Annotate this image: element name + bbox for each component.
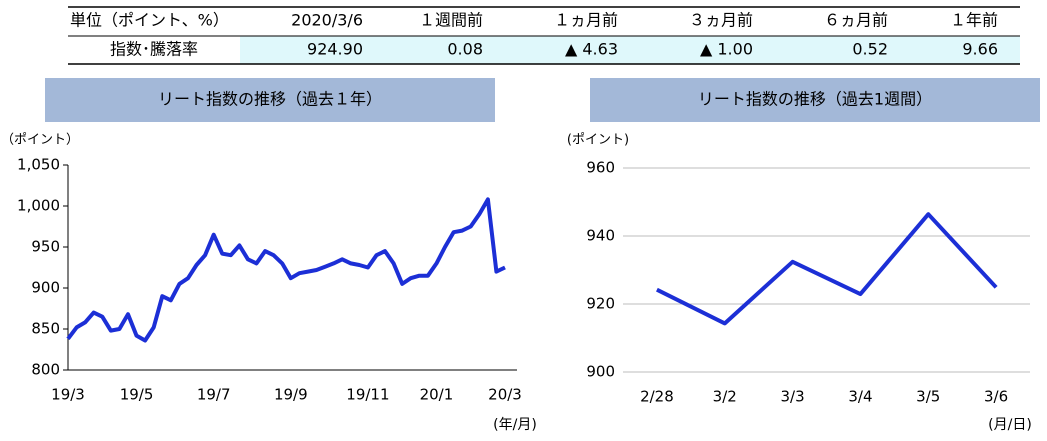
table-cell: ▲ 1.00 — [700, 40, 753, 59]
summary-table: 単位（ポイント、%） 2020/3/6 １週間前 １ヵ月前 ３ヵ月前 ６ヵ月前 １年前指数･… — [68, 6, 1020, 65]
x-tick-label: 2/28 — [640, 388, 674, 406]
table-cell: １週間前 — [419, 11, 483, 30]
x-tick-label: 3/2 — [713, 388, 737, 406]
table-cell: 924.90 — [307, 40, 363, 59]
x-tick-label: 19/5 — [120, 386, 154, 404]
table-cell: １ヵ月前 — [554, 11, 618, 30]
x-axis-label: (年/月) — [493, 417, 537, 433]
chart-title-box — [45, 78, 495, 122]
x-axis-label: (月/日) — [988, 417, 1032, 433]
y-tick-label: 800 — [31, 361, 60, 379]
y-tick-label: 950 — [31, 238, 60, 256]
table-cell: ３ヵ月前 — [689, 11, 753, 30]
x-tick-label: 3/3 — [781, 388, 805, 406]
chart-title: リート指数の推移（過去1週間） — [698, 90, 932, 109]
table-cell: 2020/3/6 — [291, 11, 363, 30]
x-tick-label: 3/5 — [916, 388, 940, 406]
table-cell: 0.52 — [852, 40, 888, 59]
y-tick-label: 850 — [31, 320, 60, 338]
row-highlight — [240, 36, 1020, 64]
y-tick-label: 920 — [586, 295, 615, 313]
line-series — [66, 197, 506, 343]
table-cell: ▲ 4.63 — [565, 40, 618, 59]
y-tick-label: 940 — [586, 227, 615, 245]
y-tick-label: 1,000 — [17, 197, 60, 215]
y-tick-label: 960 — [586, 159, 615, 177]
x-tick-label: 19/7 — [197, 386, 231, 404]
table-cell: 9.66 — [962, 40, 998, 59]
y-axis-label: （ポイント） — [1, 133, 79, 148]
x-tick-label: 3/6 — [984, 388, 1008, 406]
x-tick-label: 19/3 — [51, 386, 85, 404]
y-tick-label: 900 — [31, 279, 60, 297]
y-tick-label: 900 — [586, 363, 615, 381]
table-row-header: 指数･騰落率 — [110, 40, 198, 59]
x-tick-label: 20/1 — [420, 386, 454, 404]
x-tick-label: 19/9 — [274, 386, 308, 404]
x-tick-label: 19/11 — [346, 386, 389, 404]
table-cell: １年前 — [950, 11, 998, 30]
x-tick-label: 3/4 — [848, 388, 872, 406]
table-cell: 0.08 — [447, 40, 483, 59]
x-tick-label: 20/3 — [488, 386, 522, 404]
table-cell: ６ヵ月前 — [824, 11, 888, 30]
chart-title-box — [590, 78, 1040, 122]
chart-title: リート指数の推移（過去１年） — [158, 90, 382, 109]
line-series — [656, 212, 998, 326]
y-axis-label: (ポイント) — [567, 133, 629, 148]
y-tick-label: 1,050 — [17, 156, 60, 174]
table-row-header: 単位（ポイント、%） — [70, 11, 229, 30]
